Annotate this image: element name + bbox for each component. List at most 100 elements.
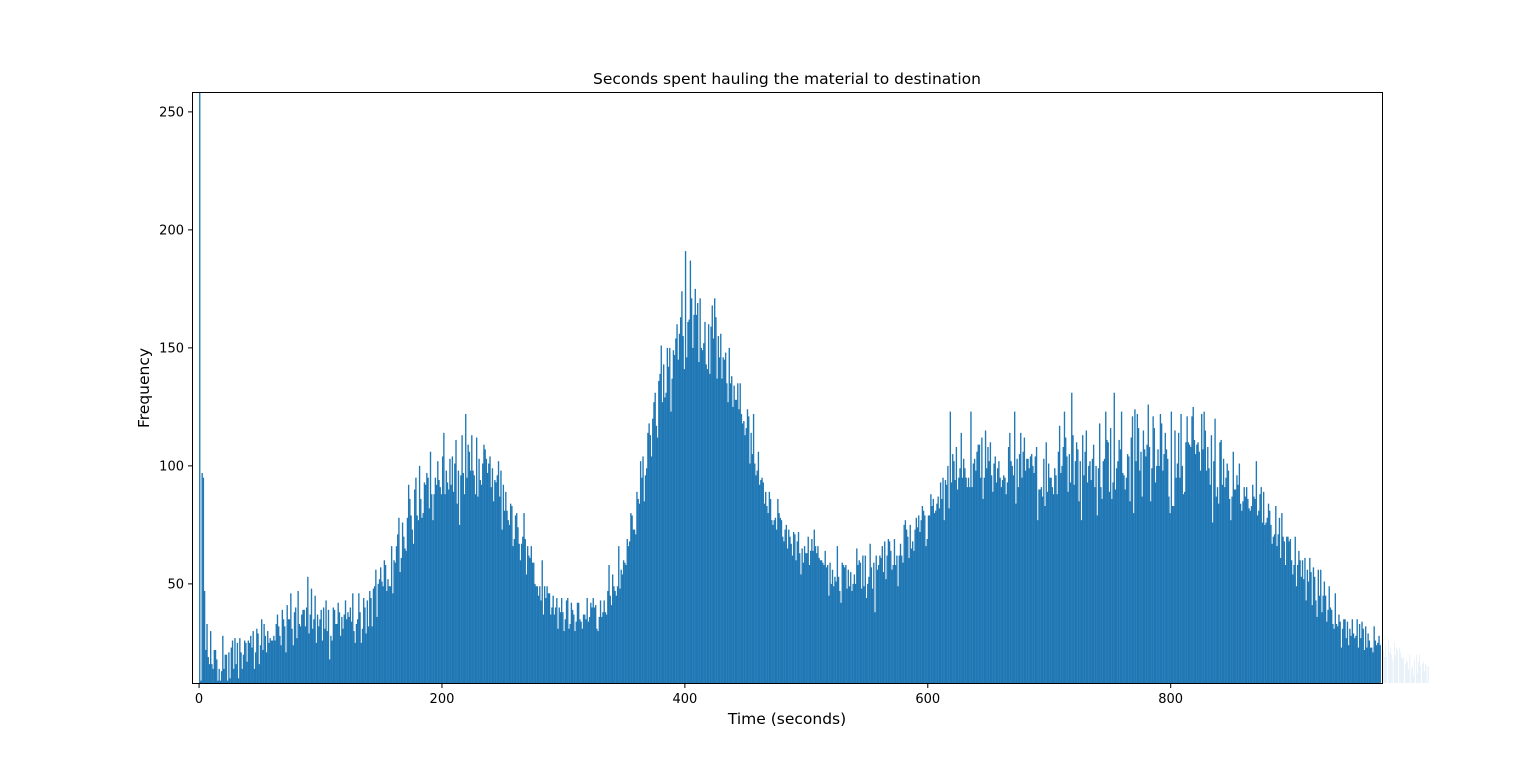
histogram-bar: [886, 555, 888, 683]
histogram-bar: [1027, 458, 1029, 683]
histogram-bar: [1033, 472, 1035, 683]
histogram-bar: [1358, 624, 1361, 683]
histogram-bar: [904, 520, 907, 683]
histogram-bar: [711, 305, 713, 683]
histogram-bar: [1145, 456, 1147, 683]
histogram-bar: [1300, 576, 1302, 683]
histogram-bar: [206, 624, 208, 683]
histogram-bar: [601, 616, 603, 683]
histogram-bar: [748, 416, 750, 683]
histogram-bar: [690, 298, 693, 683]
histogram-bar: [1103, 458, 1106, 683]
histogram-bar: [766, 506, 768, 683]
histogram-bar: [1247, 498, 1249, 683]
histogram-bar: [535, 586, 537, 683]
histogram-bar: [428, 508, 430, 683]
histogram-bar: [1157, 449, 1159, 683]
histogram-bar: [722, 357, 724, 683]
histogram-bar: [503, 510, 506, 683]
histogram-bar: [1106, 439, 1108, 683]
histogram-bar: [847, 569, 849, 683]
histogram-bar: [1239, 503, 1242, 683]
histogram-bar: [1011, 465, 1013, 683]
histogram-bar: [706, 369, 709, 683]
histogram-bar: [292, 645, 294, 683]
histogram-bar: [949, 411, 951, 683]
histogram-bar: [845, 565, 847, 683]
histogram-bar: [744, 435, 746, 683]
histogram-bar: [1088, 465, 1090, 683]
histogram-bar: [848, 586, 851, 683]
histogram-bar: [738, 409, 740, 683]
histogram-bar: [800, 574, 802, 683]
histogram-bar: [554, 607, 557, 683]
histogram-bar: [1210, 435, 1213, 683]
histogram-bar: [774, 517, 777, 683]
histogram-bar: [1261, 522, 1264, 683]
histogram-bar: [405, 550, 407, 683]
histogram-bar: [350, 621, 353, 683]
histogram-bar: [1378, 635, 1380, 683]
histogram-bar: [471, 435, 473, 683]
histogram-bar: [376, 616, 378, 683]
histogram-bar: [569, 624, 571, 683]
histogram-bar: [286, 605, 288, 683]
histogram-bar: [382, 586, 384, 683]
histogram-bar: [212, 668, 214, 683]
histogram-bar: [1266, 517, 1268, 683]
histogram-bar: [739, 383, 741, 683]
histogram-bar: [751, 454, 754, 683]
histogram-bar: [760, 480, 762, 683]
histogram-bar: [905, 529, 908, 683]
histogram-bar: [820, 560, 823, 683]
histogram-bar: [1277, 534, 1279, 683]
histogram-bar: [1154, 482, 1157, 683]
histogram-bar: [1020, 432, 1022, 683]
histogram-bar: [1078, 501, 1080, 683]
histogram-bar: [587, 621, 590, 683]
histogram-bar: [434, 477, 437, 683]
histogram-bar: [1031, 454, 1033, 683]
histogram-bar: [371, 626, 373, 683]
histogram-bar: [423, 482, 426, 683]
histogram-bar: [557, 628, 559, 683]
histogram-bar: [614, 590, 616, 683]
histogram-bar: [295, 607, 297, 683]
histogram-bar: [1304, 557, 1306, 683]
histogram-bar: [728, 347, 730, 683]
histogram-bar: [1329, 607, 1332, 683]
histogram-bar: [1054, 468, 1056, 683]
histogram-bar: [265, 652, 268, 683]
histogram-bar: [1010, 461, 1012, 683]
histogram-bar: [876, 569, 879, 683]
histogram-bar: [424, 484, 427, 683]
histogram-bar: [1034, 456, 1037, 683]
histogram-bar: [812, 550, 814, 683]
histogram-bar: [1102, 461, 1105, 683]
histogram-bar: [513, 539, 515, 683]
histogram-bar: [1236, 475, 1238, 683]
histogram-bar: [896, 555, 898, 683]
histogram-bar: [275, 624, 277, 683]
histogram-bar: [834, 576, 836, 683]
histogram-bar: [758, 484, 761, 683]
histogram-bar: [1125, 477, 1128, 683]
histogram-bar: [342, 628, 344, 683]
histogram-bar: [1354, 638, 1356, 683]
histogram-bar: [353, 631, 355, 683]
histogram-bar: [1316, 616, 1318, 683]
histogram-bar: [854, 583, 857, 683]
histogram-bar: [1022, 451, 1024, 683]
histogram-bar: [1255, 461, 1258, 683]
histogram-bar: [943, 520, 945, 683]
histogram-bar: [303, 609, 305, 683]
histogram-bar: [1310, 572, 1312, 683]
histogram-bar: [1350, 635, 1352, 683]
histogram-bar: [516, 513, 518, 683]
histogram-bar: [769, 498, 772, 683]
histogram-bar: [1079, 461, 1081, 683]
histogram-bar: [650, 456, 653, 683]
histogram-bar: [227, 680, 229, 683]
histogram-bar: [1074, 461, 1077, 683]
histogram-bar: [482, 463, 484, 683]
